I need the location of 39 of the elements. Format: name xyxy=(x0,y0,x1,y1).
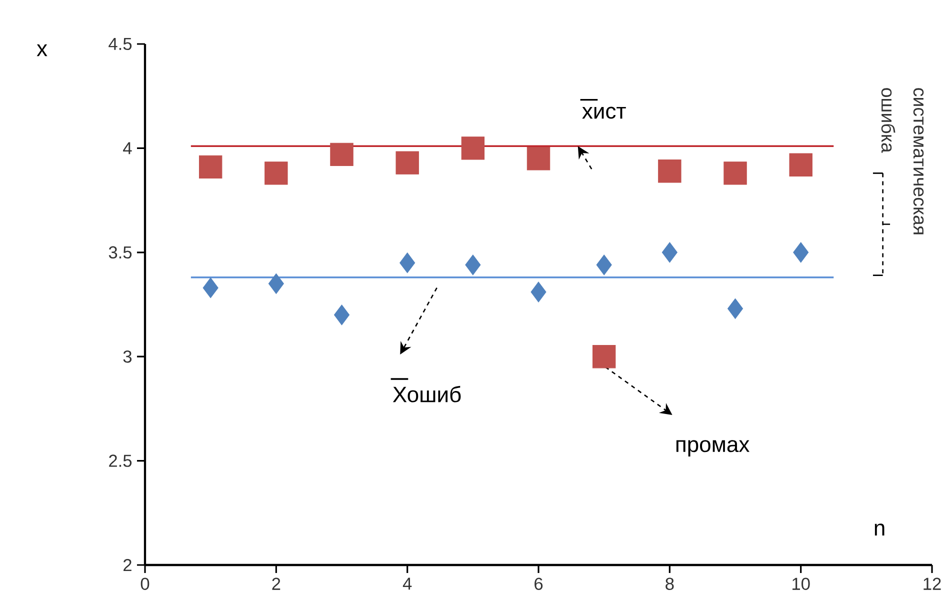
point xyxy=(592,345,616,368)
y-tick-label: 2.5 xyxy=(109,454,132,467)
x-tick-label: 8 xyxy=(666,578,674,590)
point xyxy=(658,160,682,183)
point xyxy=(724,162,747,185)
point xyxy=(334,304,350,326)
point xyxy=(461,136,485,160)
point xyxy=(268,273,284,294)
point xyxy=(789,153,812,176)
annotation: Хошиб xyxy=(392,386,461,402)
point xyxy=(596,254,612,276)
point xyxy=(793,242,809,263)
y-tick-label: 3.5 xyxy=(108,246,132,259)
point xyxy=(530,282,546,302)
x-tick-label: 4 xyxy=(402,578,412,590)
point xyxy=(526,147,550,170)
x-tick-label: 6 xyxy=(534,578,543,590)
y-tick-label: 4 xyxy=(123,142,132,154)
point xyxy=(264,162,288,185)
x-tick-label: 0 xyxy=(140,578,150,590)
point xyxy=(727,298,744,319)
annotation: хист xyxy=(582,106,626,119)
x-tick-label: 10 xyxy=(792,578,810,590)
point xyxy=(330,142,354,166)
annotation: систематическая ошибка xyxy=(881,88,924,234)
point xyxy=(198,155,222,179)
y-tick-label: 3 xyxy=(123,350,132,363)
point xyxy=(202,278,218,298)
point xyxy=(400,252,416,274)
y-tick-label: 2 xyxy=(124,558,132,572)
x-axis-title: n xyxy=(874,524,884,536)
point xyxy=(396,151,419,174)
x-tick-label: 2 xyxy=(272,578,280,590)
point xyxy=(465,254,481,276)
annotation: промах xyxy=(676,440,750,456)
y-tick-label: 4.5 xyxy=(108,38,132,50)
x-tick-label: 12 xyxy=(924,578,941,590)
point xyxy=(662,242,678,263)
y-axis-title: x xyxy=(36,44,48,56)
